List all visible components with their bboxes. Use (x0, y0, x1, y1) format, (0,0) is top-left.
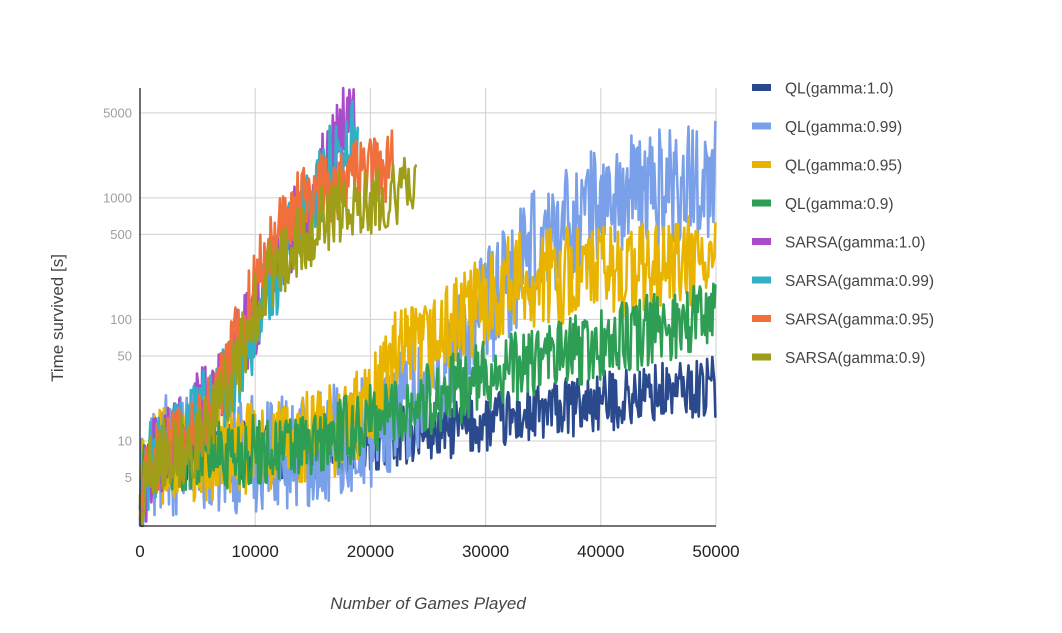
legend-label: SARSA(gamma:0.9) (785, 350, 925, 367)
legend-swatch (752, 122, 771, 130)
legend-label: SARSA(gamma:1.0) (785, 235, 925, 252)
legend-swatch (752, 276, 771, 284)
y-tick-label: 100 (110, 312, 132, 327)
y-tick-label: 5 (125, 470, 132, 485)
series-line (138, 282, 717, 512)
y-tick-label: 1000 (103, 190, 132, 205)
x-tick-label: 20000 (347, 542, 394, 561)
legend-label: SARSA(gamma:0.99) (785, 273, 934, 290)
series-line (138, 156, 418, 527)
legend-swatch (752, 353, 771, 361)
legend: QL(gamma:1.0) QL(gamma:0.99) QL(gamma:0.95… (752, 81, 934, 367)
x-tick-label: 50000 (692, 542, 739, 561)
axis-layer: 0 10000 20000 30000 40000 50000 5 10 50 100 500 100… (103, 88, 740, 561)
y-axis-title: Time survived [s] (48, 254, 67, 382)
legend-swatch (752, 199, 771, 207)
legend-label: QL(gamma:0.99) (785, 119, 902, 136)
x-tick-label: 10000 (232, 542, 279, 561)
legend-swatch (752, 315, 771, 322)
legend-label: SARSA(gamma:0.95) (785, 312, 934, 329)
x-axis-title: Number of Games Played (330, 594, 526, 613)
y-tick-label: 50 (118, 349, 132, 364)
legend-swatch (752, 238, 771, 245)
y-tick-label: 500 (110, 227, 132, 242)
legend-label: QL(gamma:0.9) (785, 196, 894, 213)
series-layer (138, 86, 717, 528)
x-tick-label: 30000 (462, 542, 509, 561)
x-tick-label: 0 (135, 542, 144, 561)
legend-swatch (752, 161, 771, 168)
legend-label: QL(gamma:0.95) (785, 158, 902, 175)
y-tick-label: 5000 (103, 105, 132, 120)
x-tick-label: 40000 (577, 542, 624, 561)
legend-swatch (752, 84, 771, 91)
y-tick-label: 10 (118, 434, 132, 449)
legend-label: QL(gamma:1.0) (785, 81, 894, 98)
